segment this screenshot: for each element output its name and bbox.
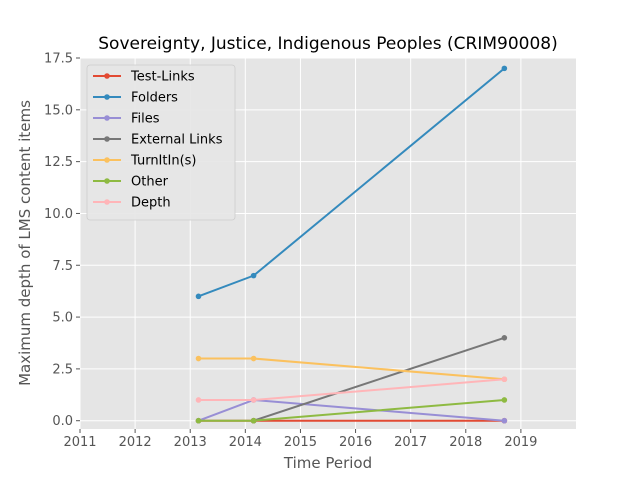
legend-marker-folders bbox=[104, 94, 110, 100]
data-point-depth bbox=[195, 397, 202, 403]
x-tick-label: 2012 bbox=[119, 435, 152, 450]
x-tick-label: 2013 bbox=[174, 435, 207, 450]
series-lines bbox=[195, 65, 508, 424]
data-point-other bbox=[501, 397, 508, 403]
data-point-external-links bbox=[501, 335, 508, 341]
y-tick-label: 7.5 bbox=[52, 259, 73, 274]
data-point-files bbox=[501, 417, 508, 424]
legend-marker-files bbox=[104, 115, 110, 121]
data-point-depth bbox=[501, 376, 508, 383]
y-axis-ticks: 0.0 2.5 5.0 7.5 10.0 12.5 15.0 17.5 bbox=[44, 52, 80, 429]
legend-marker-depth bbox=[104, 199, 110, 205]
legend-label-external-links: External Links bbox=[131, 133, 223, 148]
y-tick-label: 0.0 bbox=[52, 414, 73, 429]
data-point-turnitin-s bbox=[250, 355, 257, 362]
legend-label-turnitin-s: TurnItIn(s) bbox=[130, 154, 196, 169]
y-axis-label: Maximum depth of LMS content items bbox=[16, 100, 34, 386]
legend-marker-test-links bbox=[104, 73, 110, 79]
data-point-folders bbox=[195, 293, 202, 300]
y-tick-label: 15.0 bbox=[44, 103, 73, 118]
data-point-folders bbox=[250, 272, 257, 279]
x-tick-label: 2011 bbox=[63, 435, 96, 450]
y-tick-label: 17.5 bbox=[44, 52, 73, 67]
legend-marker-turnitin-s bbox=[104, 157, 110, 163]
x-axis-label: Time Period bbox=[283, 454, 372, 472]
x-axis-ticks: 2011 2012 2013 2014 2015 2016 2017 2018 2019 bbox=[63, 429, 537, 450]
series-line-external-links bbox=[253, 336, 505, 422]
chart-title: Sovereignty, Justice, Indigenous Peoples… bbox=[98, 34, 557, 54]
x-tick-label: 2017 bbox=[394, 435, 427, 450]
data-point-depth bbox=[250, 397, 257, 403]
legend-label-folders: Folders bbox=[131, 91, 178, 106]
y-tick-label: 10.0 bbox=[44, 207, 73, 222]
legend-label-test-links: Test-Links bbox=[130, 70, 195, 85]
legend-marker-other bbox=[104, 178, 110, 184]
data-point-other bbox=[195, 417, 202, 424]
y-tick-label: 5.0 bbox=[52, 311, 73, 326]
legend-label-other: Other bbox=[131, 175, 169, 190]
data-point-turnitin-s bbox=[195, 355, 202, 362]
legend-marker-external-links bbox=[104, 136, 110, 142]
legend-label-files: Files bbox=[131, 112, 160, 127]
legend-box bbox=[86, 64, 236, 221]
x-tick-label: 2019 bbox=[504, 435, 537, 450]
x-tick-label: 2016 bbox=[339, 435, 372, 450]
legend: Test-Links Folders Files External Links Turn… bbox=[86, 64, 236, 221]
y-tick-label: 2.5 bbox=[52, 362, 73, 377]
x-tick-label: 2015 bbox=[284, 435, 317, 450]
data-point-folders bbox=[501, 65, 508, 72]
legend-label-depth: Depth bbox=[131, 196, 171, 211]
x-tick-label: 2014 bbox=[229, 435, 262, 450]
data-point-other bbox=[250, 417, 257, 424]
y-tick-label: 12.5 bbox=[44, 155, 73, 170]
x-tick-label: 2018 bbox=[449, 435, 482, 450]
